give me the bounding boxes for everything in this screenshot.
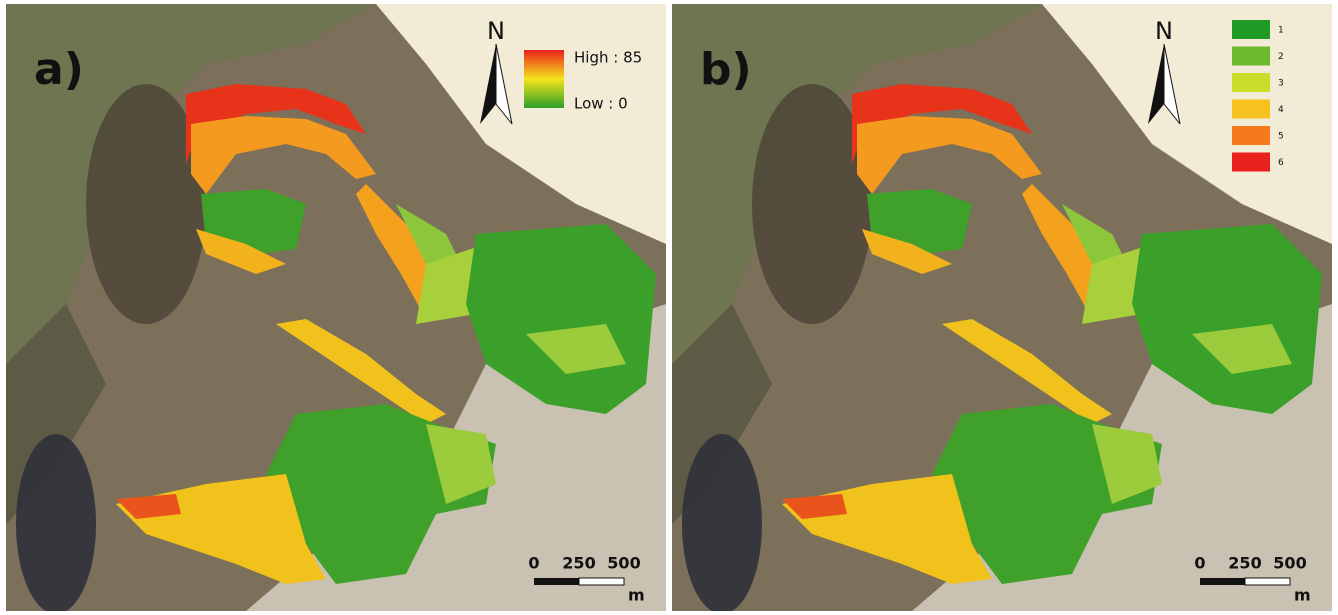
scale-label: 500: [607, 554, 640, 573]
legend-class-label: 2: [1278, 52, 1284, 62]
legend-swatch: [1232, 126, 1270, 145]
north-label: N: [1155, 17, 1173, 45]
scale-bar: [534, 578, 579, 585]
legend-class-label: 1: [1278, 26, 1284, 36]
legend-swatch: [1232, 100, 1270, 119]
legend-swatch: [1232, 153, 1270, 172]
legend-swatch: [1232, 73, 1270, 92]
scale-label: 0: [528, 554, 539, 573]
legend-class-label: 4: [1278, 105, 1284, 115]
legend-gradient: [524, 50, 564, 108]
legend-class-label: 3: [1278, 79, 1284, 89]
map-figure: a) N High : 85 Low : 0 0 250 500 m b) N 1 2 3 4 5 6 0 25…: [0, 0, 1338, 615]
scale-bar: [1200, 578, 1245, 585]
scale-bar: [1245, 578, 1290, 585]
scale-label: 500: [1273, 554, 1306, 573]
panel: a) N High : 85 Low : 0 0 250 500 m: [6, 4, 666, 614]
legend-swatch: [1232, 20, 1270, 39]
panel-label: a): [34, 44, 84, 95]
scale-label: 0: [1194, 554, 1205, 573]
scale-bar: [579, 578, 624, 585]
scale-unit: m: [1294, 586, 1311, 605]
legend-class-label: 6: [1278, 158, 1284, 168]
panel: b) N 1 2 3 4 5 6 0 250 500 m: [672, 4, 1332, 614]
aerial-map: [6, 4, 666, 614]
scale-label: 250: [1228, 554, 1261, 573]
legend-low: Low : 0: [574, 95, 628, 113]
aerial-map: [672, 4, 1332, 614]
north-label: N: [487, 17, 505, 45]
scale-unit: m: [628, 586, 645, 605]
legend-high: High : 85: [574, 49, 642, 67]
panel-label: b): [700, 44, 752, 95]
legend-swatch: [1232, 47, 1270, 66]
scale-label: 250: [562, 554, 595, 573]
legend-class-label: 5: [1278, 132, 1284, 142]
